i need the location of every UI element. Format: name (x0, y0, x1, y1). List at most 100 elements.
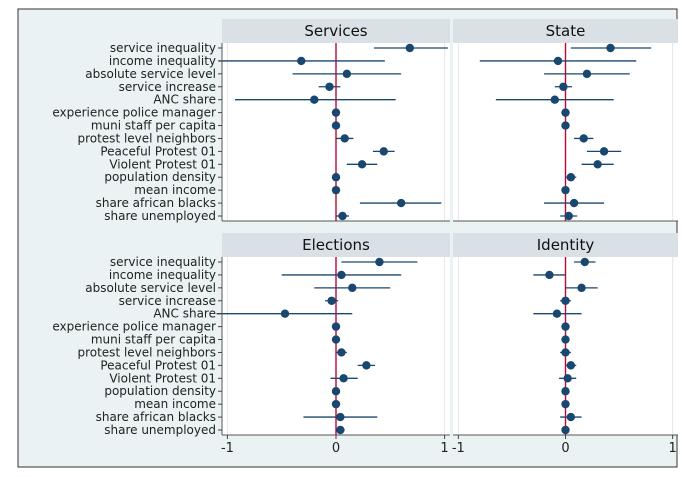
y-tick-label-muni-staff-per-capita: muni staff per capita (91, 119, 216, 133)
estimate-point-elections-absolute-service-level (348, 283, 357, 293)
x-tick-label-elections: 0 (332, 441, 340, 456)
y-tick-label-income-inequality: income inequality (109, 268, 216, 282)
y-tick-label-violent-protest-01: Violent Protest 01 (109, 371, 216, 385)
estimate-point-state-service-inequality (606, 43, 615, 53)
x-tick-label-elections: -1 (221, 441, 234, 456)
estimate-point-elections-population-density (331, 387, 341, 396)
estimate-point-state-mean-income (561, 185, 570, 195)
estimate-point-services-income-inequality (297, 56, 306, 66)
estimate-point-services-mean-income (331, 185, 341, 195)
estimate-point-services-population-density (331, 173, 341, 182)
estimate-point-services-experience-police-manager (331, 108, 341, 117)
y-tick-label-experience-police-manager: experience police manager (52, 106, 216, 120)
estimate-point-services-share-unemployed (338, 211, 347, 221)
y-tick-label-absolute-service-level: absolute service level (85, 281, 216, 295)
x-tick-label-identity: -1 (452, 441, 465, 456)
panel-header-elections (222, 233, 450, 257)
estimate-point-identity-absolute-service-level (577, 283, 586, 293)
estimate-point-services-protest-level-neighbors (340, 134, 349, 143)
y-tick-label-absolute-service-level: absolute service level (85, 67, 216, 81)
y-tick-label-violent-protest-01: Violent Protest 01 (109, 157, 216, 171)
y-tick-label-service-inequality: service inequality (110, 255, 216, 269)
x-tick-label-elections: 1 (440, 441, 448, 456)
estimate-point-identity-service-inequality (580, 257, 589, 267)
y-tick-label-share-african-blacks: share african blacks (96, 196, 216, 210)
estimate-point-state-population-density (566, 173, 576, 182)
estimate-point-state-muni-staff-per-capita (561, 121, 570, 130)
estimate-point-elections-muni-staff-per-capita (331, 335, 341, 344)
estimate-point-identity-income-inequality (545, 270, 554, 280)
y-tick-label-muni-staff-per-capita: muni staff per capita (91, 333, 216, 347)
x-tick-label-identity: 1 (669, 441, 677, 456)
y-tick-label-share-unemployed: share unemployed (104, 423, 216, 437)
estimate-point-services-violent-protest-01 (357, 160, 367, 169)
estimate-point-identity-protest-level-neighbors (561, 348, 570, 357)
estimate-point-state-protest-level-neighbors (579, 134, 588, 143)
estimate-point-services-anc-share (310, 95, 319, 104)
panel-header-identity (453, 233, 678, 257)
y-tick-label-anc-share: ANC share (153, 93, 216, 107)
estimate-point-identity-anc-share (552, 309, 562, 318)
estimate-point-identity-population-density (561, 387, 570, 396)
y-tick-label-peaceful-protest-01: Peaceful Protest 01 (100, 144, 216, 158)
y-tick-label-population-density: population density (104, 170, 216, 184)
estimate-point-services-absolute-service-level (342, 69, 352, 79)
estimate-point-elections-anc-share (280, 309, 290, 318)
y-tick-label-service-increase: service increase (119, 80, 216, 94)
estimate-point-identity-share-unemployed (561, 425, 570, 435)
estimate-point-identity-peaceful-protest-01 (566, 361, 576, 370)
y-tick-label-share-african-blacks: share african blacks (96, 410, 216, 424)
estimate-point-state-experience-police-manager (561, 108, 570, 117)
estimate-point-state-income-inequality (553, 56, 563, 66)
estimate-point-elections-share-african-blacks (336, 412, 345, 422)
y-tick-label-peaceful-protest-01: Peaceful Protest 01 (100, 358, 216, 372)
estimate-point-state-share-african-blacks (569, 198, 579, 208)
panel-title-services: Services (304, 22, 367, 40)
panel-header-services (222, 19, 450, 43)
estimate-point-services-peaceful-protest-01 (379, 147, 388, 156)
estimate-point-state-absolute-service-level (582, 69, 592, 79)
y-tick-label-income-inequality: income inequality (109, 54, 216, 68)
estimate-point-state-peaceful-protest-01 (599, 147, 609, 156)
y-tick-label-mean-income: mean income (134, 183, 216, 197)
estimate-point-elections-protest-level-neighbors (337, 348, 346, 357)
panel-title-state: State (546, 22, 586, 40)
estimate-point-elections-experience-police-manager (331, 322, 341, 331)
y-tick-label-experience-police-manager: experience police manager (52, 320, 216, 334)
estimate-point-elections-violent-protest-01 (339, 374, 348, 383)
estimate-point-identity-share-african-blacks (566, 412, 576, 422)
y-tick-label-service-inequality: service inequality (110, 41, 216, 55)
estimate-point-elections-service-inequality (375, 257, 384, 267)
panel-header-state (453, 19, 678, 43)
estimate-point-state-share-unemployed (564, 211, 573, 221)
estimate-point-elections-mean-income (331, 399, 341, 409)
estimate-point-identity-mean-income (561, 399, 570, 409)
estimate-point-identity-service-increase (561, 296, 570, 305)
estimate-point-services-muni-staff-per-capita (331, 121, 341, 130)
panel-title-identity: Identity (537, 236, 595, 254)
estimate-point-identity-violent-protest-01 (563, 374, 572, 383)
estimate-point-services-service-inequality (405, 43, 415, 53)
estimate-point-state-service-increase (559, 82, 568, 91)
x-tick-label-identity: 0 (561, 441, 569, 456)
y-tick-label-mean-income: mean income (134, 397, 216, 411)
estimate-point-elections-service-increase (327, 296, 336, 305)
y-tick-label-share-unemployed: share unemployed (104, 209, 216, 223)
estimate-point-state-violent-protest-01 (593, 160, 602, 169)
y-tick-label-protest-level-neighbors: protest level neighbors (77, 131, 216, 145)
y-tick-label-population-density: population density (104, 384, 216, 398)
estimate-point-state-anc-share (550, 95, 559, 104)
estimate-point-elections-share-unemployed (336, 425, 345, 435)
estimate-point-elections-income-inequality (337, 270, 346, 280)
y-tick-label-protest-level-neighbors: protest level neighbors (77, 345, 216, 359)
estimate-point-identity-muni-staff-per-capita (561, 335, 570, 344)
estimate-point-services-service-increase (325, 82, 334, 91)
y-tick-label-service-increase: service increase (119, 294, 216, 308)
estimate-point-services-share-african-blacks (396, 198, 406, 208)
estimate-point-identity-experience-police-manager (561, 322, 570, 331)
panel-title-elections: Elections (302, 236, 370, 254)
y-tick-label-anc-share: ANC share (153, 307, 216, 321)
estimate-point-elections-peaceful-protest-01 (362, 361, 371, 370)
